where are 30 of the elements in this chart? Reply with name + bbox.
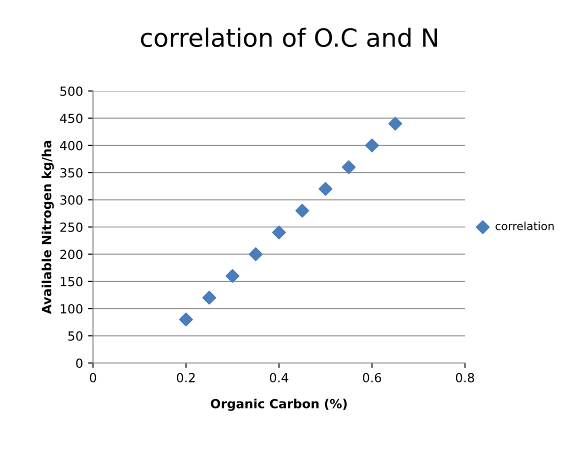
chart-title: correlation of O.C and N [140, 28, 437, 48]
x-tick-label: 0.6 [362, 372, 382, 382]
y-tick-label: 50 [68, 331, 82, 341]
x-axis-title: Organic Carbon (%) [210, 398, 347, 411]
point [365, 138, 379, 152]
x-tick-label: 0 [90, 372, 96, 382]
point [226, 269, 240, 283]
point [342, 160, 356, 174]
legend-label: correlation [496, 222, 554, 230]
y-tick-label: 450 [60, 114, 82, 124]
y-tick-label: 500 [60, 86, 82, 96]
y-tick-label: 300 [60, 195, 82, 205]
point [179, 312, 193, 326]
point [248, 247, 263, 262]
point [295, 204, 310, 218]
point [388, 116, 402, 131]
point [318, 182, 332, 196]
point [272, 226, 286, 240]
y-tick-label: 250 [60, 222, 82, 232]
x-tick-label: 0.2 [176, 372, 195, 382]
y-tick-label: 0 [76, 358, 82, 368]
point [202, 290, 216, 305]
y-tick-label: 150 [60, 276, 82, 286]
x-tick-label: 0.8 [456, 372, 474, 382]
x-tick-label: 0.4 [270, 372, 288, 382]
y-axis-title: Available Nitrogen kg/ha [42, 140, 54, 314]
y-tick-label: 350 [60, 168, 82, 178]
y-tick-label: 100 [60, 304, 82, 314]
y-tick-label: 400 [60, 140, 82, 150]
y-tick-label: 200 [60, 250, 82, 260]
